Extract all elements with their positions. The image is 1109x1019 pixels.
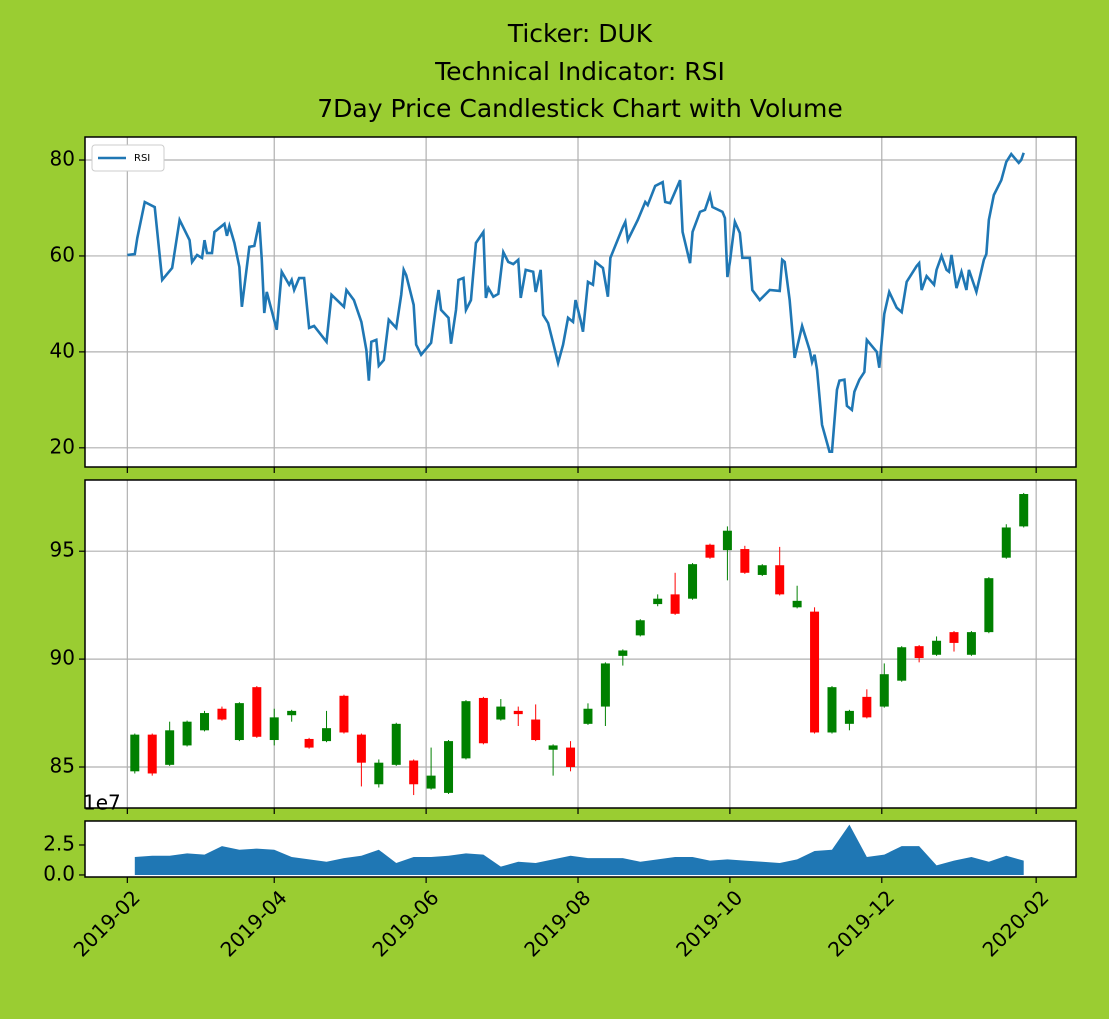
candle-body xyxy=(583,708,593,724)
candle-body xyxy=(810,611,820,733)
y-tick-label: 60 xyxy=(50,242,75,266)
candle-body xyxy=(147,734,157,774)
candle-body xyxy=(1001,527,1011,558)
candle-body xyxy=(252,687,262,737)
candle-body xyxy=(200,713,210,731)
volume-area xyxy=(134,824,1024,875)
y-tick-label: 2.5 xyxy=(43,831,75,855)
candle-body xyxy=(635,620,645,636)
legend: RSI xyxy=(91,144,165,172)
candle-body xyxy=(269,717,279,741)
candle-body xyxy=(234,703,244,741)
candle-body xyxy=(566,747,576,767)
candle-body xyxy=(374,762,384,785)
plot-area xyxy=(85,480,1076,808)
candle-body xyxy=(618,650,628,656)
plot-frame xyxy=(84,136,1077,468)
candle-body xyxy=(966,632,976,655)
candle-body xyxy=(722,530,732,551)
plot-content xyxy=(130,492,1029,796)
y-tick-label: 90 xyxy=(50,646,75,670)
rsi-line xyxy=(127,151,1025,453)
y-tick-label: 40 xyxy=(50,338,75,362)
candle-body xyxy=(688,564,698,599)
candle-body xyxy=(391,723,401,765)
candle-body xyxy=(792,600,802,608)
candle-body xyxy=(478,697,488,744)
y-tick-label: 95 xyxy=(50,538,75,562)
chart-title: 7Day Price Candlestick Chart with Volume xyxy=(317,94,843,123)
candle-body xyxy=(827,687,837,733)
candle-body xyxy=(1019,494,1029,527)
x-tick-label: 2019-02 xyxy=(69,885,145,961)
candle-body xyxy=(897,647,907,681)
candle-body xyxy=(426,775,436,789)
candle-body xyxy=(217,708,227,720)
y-tick-label: 0.0 xyxy=(43,861,75,885)
candle-body xyxy=(165,730,175,765)
candle-body xyxy=(304,738,314,748)
y-tick-label: 80 xyxy=(50,147,75,171)
candle-body xyxy=(548,745,558,750)
candle-body xyxy=(130,734,140,772)
y-tick-label: 20 xyxy=(50,434,75,458)
candle-body xyxy=(322,728,332,742)
legend-label: RSI xyxy=(134,153,150,164)
candle-body xyxy=(182,721,192,746)
plot-content xyxy=(127,151,1025,453)
candle-body xyxy=(984,578,994,633)
candle-body xyxy=(513,710,523,715)
candle-body xyxy=(844,710,854,724)
candle-body xyxy=(409,760,419,785)
chart-title: Ticker: DUK xyxy=(507,19,653,48)
candle-body xyxy=(949,632,959,643)
candle-body xyxy=(862,696,872,718)
x-tick-label: 2020-02 xyxy=(978,885,1054,961)
candle-body xyxy=(879,674,889,707)
candle-body xyxy=(287,710,297,716)
x-tick-label: 2019-10 xyxy=(671,885,747,961)
candle-body xyxy=(600,663,610,707)
x-tick-label: 2019-06 xyxy=(367,885,443,961)
candle-body xyxy=(356,734,366,763)
candle-body xyxy=(461,701,471,759)
plot-content xyxy=(134,824,1024,875)
plot-frame xyxy=(84,820,1077,878)
candle-body xyxy=(705,544,715,558)
candle-body xyxy=(932,640,942,655)
candle-body xyxy=(531,719,541,741)
candle-body xyxy=(339,695,349,733)
chart-title: Technical Indicator: RSI xyxy=(434,57,725,86)
x-tick-label: 2019-08 xyxy=(519,885,595,961)
x-tick-label: 2019-12 xyxy=(823,885,899,961)
candle-body xyxy=(496,706,506,720)
candle-body xyxy=(775,565,785,595)
candle-body xyxy=(914,646,924,659)
plot-area xyxy=(85,137,1076,467)
offset-label: 1e7 xyxy=(83,791,121,815)
plot-frame xyxy=(84,479,1077,809)
candle-body xyxy=(653,598,663,605)
candle-body xyxy=(757,565,767,575)
candle-body xyxy=(670,594,680,614)
candle-body xyxy=(444,741,454,793)
candle-body xyxy=(740,549,750,573)
x-tick-label: 2019-04 xyxy=(216,885,292,961)
y-tick-label: 85 xyxy=(50,754,75,778)
legend-box xyxy=(91,144,165,172)
